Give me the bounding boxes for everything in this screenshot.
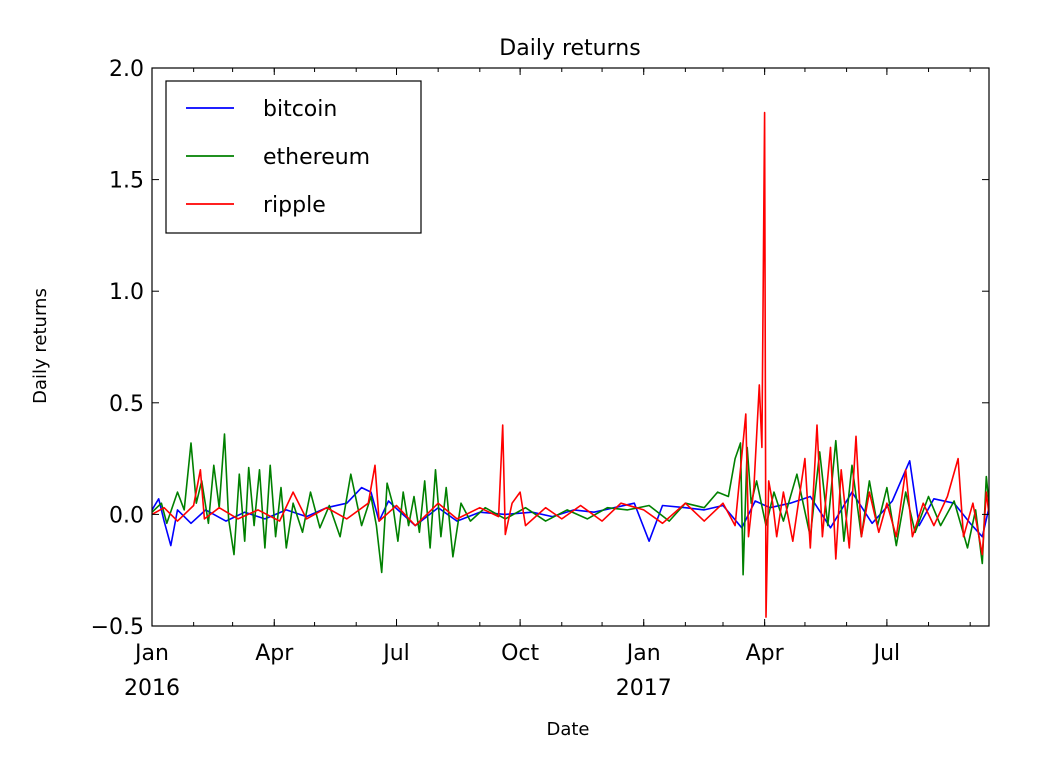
series-layer xyxy=(152,111,989,618)
x-tick-year-label: 2016 xyxy=(124,676,180,701)
y-tick-label: 1.0 xyxy=(109,280,144,305)
x-tick-label: Jan xyxy=(133,641,169,666)
y-tick-label: 0.0 xyxy=(109,503,144,528)
x-tick-label: Oct xyxy=(501,641,539,666)
x-tick-year-label: 2017 xyxy=(616,676,672,701)
chart-title: Daily returns xyxy=(499,36,640,61)
legend-box xyxy=(165,80,422,234)
x-axis-label: Date xyxy=(546,719,589,740)
y-tick-label: −0.5 xyxy=(91,615,144,640)
y-tick-label: 0.5 xyxy=(109,392,144,417)
ticks-layer: −0.5 0.0 0.5 1.0 1.5 2.0 Jan 2016 Apr Jul Oct Jan 20… xyxy=(91,57,989,701)
y-tick-label: 1.5 xyxy=(109,169,144,194)
legend-label-bitcoin: bitcoin xyxy=(263,97,337,122)
series-line-ripple xyxy=(152,111,989,618)
x-tick-label: Jul xyxy=(872,641,901,666)
x-tick-label: Jul xyxy=(381,641,410,666)
x-tick-label: Apr xyxy=(255,641,294,666)
plot-frame xyxy=(151,67,990,627)
legend: bitcoin ethereum ripple xyxy=(165,80,422,234)
y-axis-label: Daily returns xyxy=(30,288,51,404)
x-tick-label: Apr xyxy=(746,641,785,666)
legend-label-ripple: ripple xyxy=(263,193,326,218)
y-tick-label: 2.0 xyxy=(109,57,144,82)
x-tick-label: Jan xyxy=(625,641,661,666)
legend-label-ethereum: ethereum xyxy=(263,145,370,170)
